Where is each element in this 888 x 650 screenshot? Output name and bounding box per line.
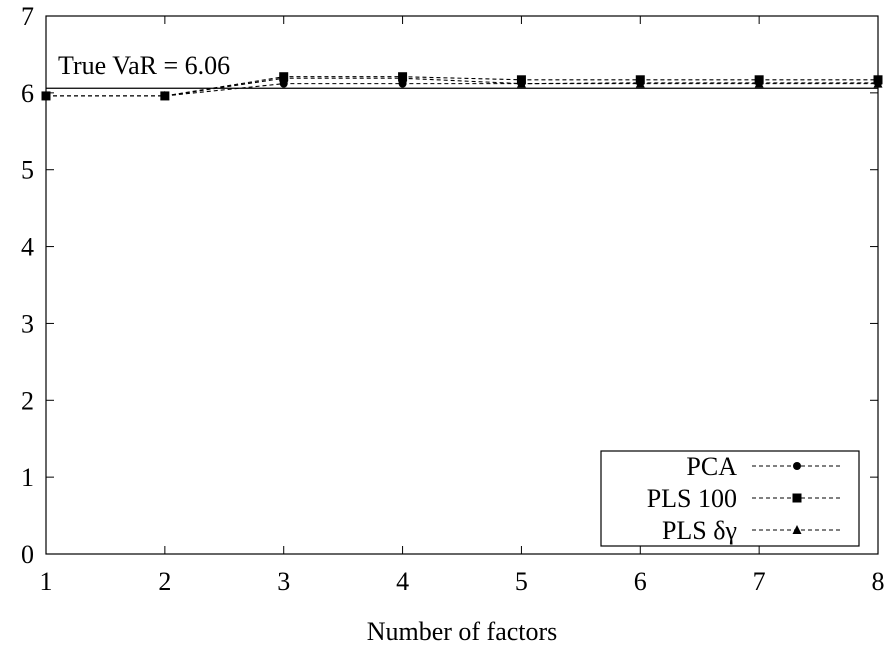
x-tick-label: 5 [515,567,528,596]
triangle-point [635,78,645,88]
x-tick-label: 1 [40,567,53,596]
x-tick-label: 6 [634,567,647,596]
y-tick-label: 3 [21,309,34,338]
y-tick-label: 5 [21,156,34,185]
triangle-point [754,78,764,88]
series-pls [41,73,883,100]
y-tick-label: 4 [21,233,34,262]
series-line [46,77,878,97]
y-tick-label: 1 [21,463,34,492]
series-line [46,82,878,97]
y-tick-label: 0 [21,540,34,569]
legend-entries: PCA PLS 100 PLS δγ [647,452,842,545]
triangle-point [398,73,408,83]
x-tick-label: 4 [396,567,409,596]
x-tick-label: 3 [277,567,290,596]
triangle-point [516,78,526,88]
x-axis-title: Number of factors [367,617,558,646]
legend-circle-marker [793,462,801,470]
legend: PCA PLS 100 PLS δγ [600,450,860,547]
triangle-point [279,73,289,83]
triangle-point [160,90,170,100]
y-tick-label: 2 [21,386,34,415]
x-tick-label: 2 [158,567,171,596]
legend-label: PLS 100 [647,484,737,513]
legend-label: PCA [686,452,737,481]
y-tick-label: 7 [21,2,34,31]
y-tick-label: 6 [21,79,34,108]
legend-triangle-marker [792,525,802,534]
legend-label: PLS δγ [662,516,737,545]
series-layer [41,72,883,101]
x-tick-label: 8 [872,567,885,596]
legend-square-marker [792,493,802,503]
x-tick-label: 7 [753,567,766,596]
true-var-annotation: True VaR = 6.06 [58,51,230,80]
plot-frame [45,15,879,555]
series-line [46,76,878,97]
